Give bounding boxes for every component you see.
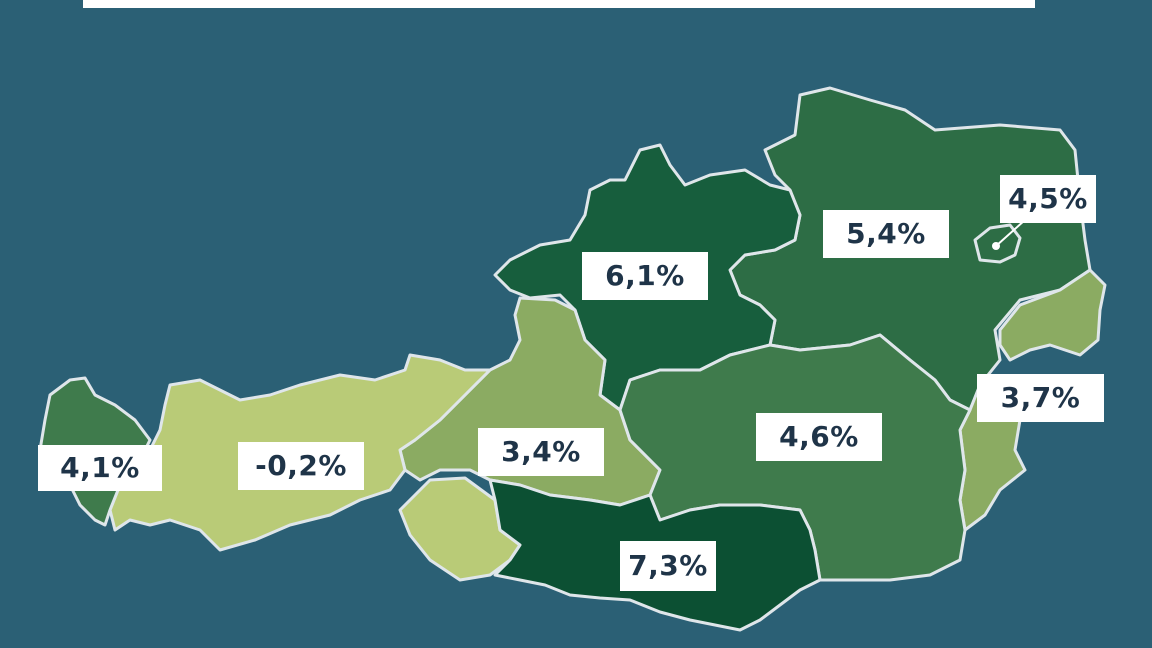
label-oberoesterreich: 6,1% bbox=[582, 252, 708, 300]
label-salzburg: 3,4% bbox=[478, 428, 604, 476]
wien-pointer-dot bbox=[992, 242, 1000, 250]
wien-pointer-line bbox=[995, 219, 1026, 247]
label-vorarlberg: 4,1% bbox=[38, 445, 162, 491]
label-burgenland: 3,7% bbox=[977, 374, 1104, 422]
label-wien: 4,5% bbox=[1000, 175, 1096, 223]
label-kaernten: 7,3% bbox=[620, 541, 716, 591]
label-niederoesterreich: 5,4% bbox=[823, 210, 949, 258]
top-banner bbox=[83, 0, 1035, 8]
label-steiermark: 4,6% bbox=[756, 413, 882, 461]
region-osttirol bbox=[398, 476, 522, 582]
label-tirol: -0,2% bbox=[238, 442, 364, 490]
